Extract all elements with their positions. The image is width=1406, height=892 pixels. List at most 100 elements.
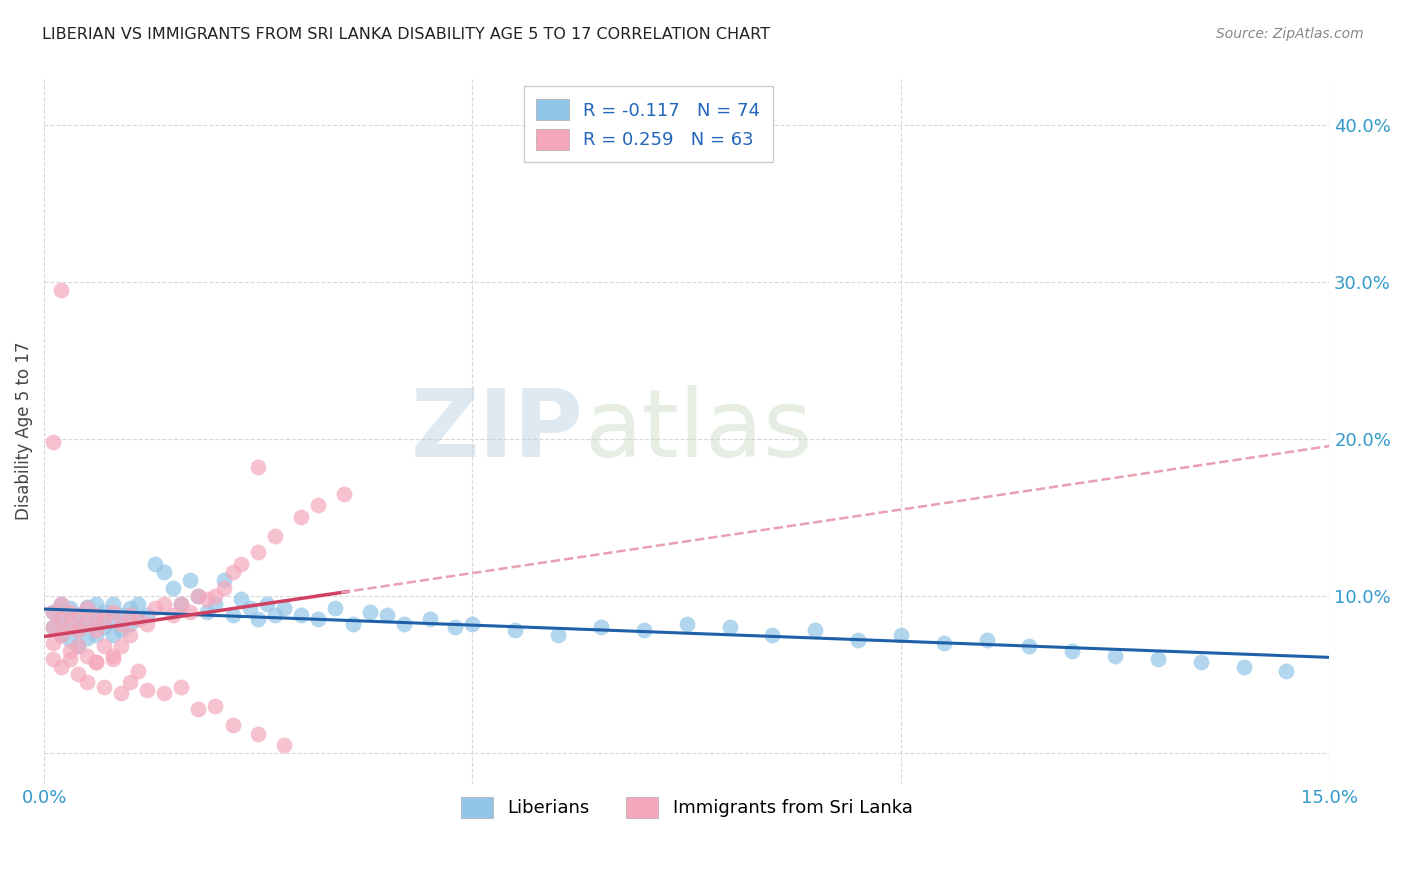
- Text: atlas: atlas: [583, 385, 813, 477]
- Point: [51, 659, 73, 673]
- Point: [51, 597, 73, 611]
- Point: [1147, 652, 1170, 666]
- Point: [145, 601, 167, 615]
- Point: [93, 680, 115, 694]
- Point: [76, 615, 98, 630]
- Point: [505, 624, 527, 638]
- Point: [76, 599, 98, 614]
- Point: [59, 620, 82, 634]
- Point: [179, 605, 201, 619]
- Point: [170, 597, 193, 611]
- Point: [101, 612, 124, 626]
- Point: [153, 566, 176, 580]
- Point: [67, 624, 90, 638]
- Point: [804, 624, 827, 638]
- Point: [204, 698, 226, 713]
- Point: [110, 607, 132, 622]
- Point: [153, 686, 176, 700]
- Point: [1275, 665, 1298, 679]
- Point: [307, 498, 329, 512]
- Point: [212, 573, 235, 587]
- Text: ZIP: ZIP: [411, 385, 583, 477]
- Point: [67, 667, 90, 681]
- Point: [135, 607, 157, 622]
- Point: [221, 566, 243, 580]
- Point: [41, 620, 63, 634]
- Point: [59, 601, 82, 615]
- Point: [59, 652, 82, 666]
- Point: [76, 648, 98, 663]
- Point: [59, 644, 82, 658]
- Point: [221, 607, 243, 622]
- Point: [290, 510, 312, 524]
- Point: [1232, 659, 1254, 673]
- Point: [76, 617, 98, 632]
- Point: [110, 624, 132, 638]
- Point: [118, 601, 141, 615]
- Point: [204, 597, 226, 611]
- Point: [170, 597, 193, 611]
- Point: [41, 620, 63, 634]
- Point: [84, 612, 107, 626]
- Point: [127, 612, 149, 626]
- Point: [461, 617, 484, 632]
- Point: [290, 607, 312, 622]
- Point: [419, 612, 441, 626]
- Point: [375, 607, 398, 622]
- Point: [127, 612, 149, 626]
- Point: [212, 581, 235, 595]
- Point: [392, 617, 415, 632]
- Point: [76, 601, 98, 615]
- Point: [67, 607, 90, 622]
- Point: [41, 605, 63, 619]
- Point: [247, 727, 270, 741]
- Point: [231, 558, 253, 572]
- Point: [675, 617, 697, 632]
- Point: [59, 605, 82, 619]
- Point: [51, 283, 73, 297]
- Point: [153, 597, 176, 611]
- Point: [307, 612, 329, 626]
- Point: [195, 592, 218, 607]
- Point: [110, 686, 132, 700]
- Point: [84, 607, 107, 622]
- Point: [41, 434, 63, 449]
- Point: [718, 620, 741, 634]
- Point: [84, 655, 107, 669]
- Point: [41, 636, 63, 650]
- Point: [145, 558, 167, 572]
- Point: [239, 601, 262, 615]
- Text: Source: ZipAtlas.com: Source: ZipAtlas.com: [1216, 27, 1364, 41]
- Point: [976, 632, 998, 647]
- Point: [342, 617, 364, 632]
- Point: [67, 607, 90, 622]
- Point: [1018, 639, 1040, 653]
- Point: [325, 601, 347, 615]
- Point: [589, 620, 612, 634]
- Point: [51, 597, 73, 611]
- Point: [118, 675, 141, 690]
- Point: [118, 607, 141, 622]
- Point: [110, 617, 132, 632]
- Point: [84, 628, 107, 642]
- Point: [84, 624, 107, 638]
- Point: [890, 628, 912, 642]
- Point: [135, 617, 157, 632]
- Point: [93, 605, 115, 619]
- Point: [1062, 644, 1084, 658]
- Point: [41, 652, 63, 666]
- Point: [118, 628, 141, 642]
- Point: [51, 612, 73, 626]
- Point: [127, 597, 149, 611]
- Point: [51, 628, 73, 642]
- Point: [59, 617, 82, 632]
- Point: [247, 460, 270, 475]
- Point: [67, 624, 90, 638]
- Point: [932, 636, 955, 650]
- Point: [93, 612, 115, 626]
- Point: [204, 589, 226, 603]
- Point: [101, 597, 124, 611]
- Point: [101, 648, 124, 663]
- Point: [333, 487, 356, 501]
- Point: [170, 680, 193, 694]
